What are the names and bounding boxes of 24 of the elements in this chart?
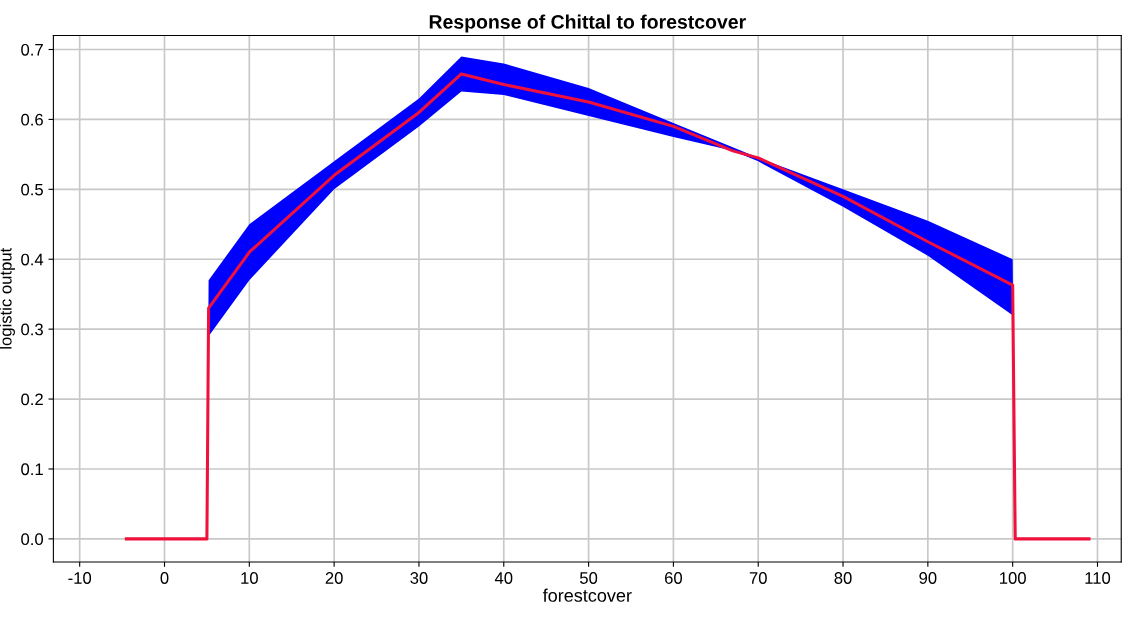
x-tick-label: 20 (325, 572, 343, 584)
x-tick-label: 30 (410, 572, 428, 584)
x-tick-label: 110 (1085, 572, 1111, 584)
chart-title: Response of Chittal to forestcover (429, 14, 746, 33)
x-tick-label: 100 (1000, 572, 1026, 584)
y-tick-label: 0.3 (21, 323, 43, 336)
x-tick-label: 40 (494, 572, 513, 584)
y-tick-label: 0.6 (21, 113, 43, 126)
x-tick-label: 50 (579, 572, 598, 584)
y-axis-title: logistic output (0, 247, 15, 349)
x-tick-label: 60 (664, 572, 683, 584)
x-tick-label: -10 (68, 572, 92, 584)
y-tick-label: 0.2 (21, 393, 43, 406)
x-tick-label: 70 (749, 572, 767, 584)
x-tick-label: 80 (834, 572, 852, 584)
x-tick-label: 0 (160, 572, 169, 584)
y-tick-label: 0.4 (21, 253, 44, 266)
y-tick-label: 0.7 (21, 43, 43, 56)
y-tick-label: 0.1 (21, 463, 43, 476)
x-tick-label: 10 (241, 572, 258, 584)
y-tick-label: 0.5 (21, 183, 43, 196)
x-tick-label: 90 (919, 572, 937, 584)
y-tick-label: 0.0 (21, 533, 44, 546)
x-axis-title: forestcover (542, 588, 632, 602)
